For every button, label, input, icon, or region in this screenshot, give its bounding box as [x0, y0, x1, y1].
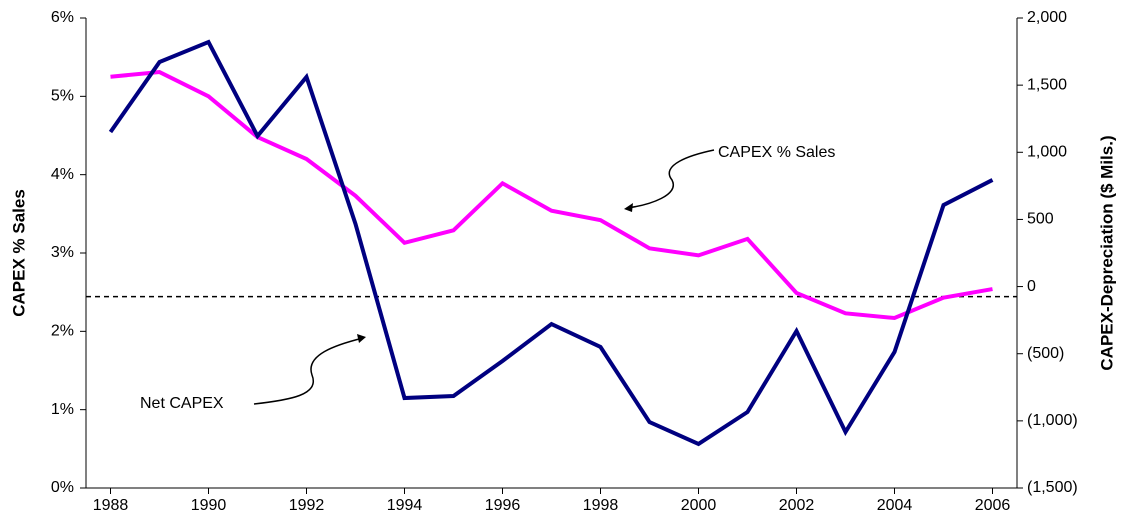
series-line — [108, 39, 994, 447]
annotation-arrow — [626, 149, 715, 209]
y-tick-label: 3% — [51, 244, 74, 261]
x-tick-label: 2002 — [779, 497, 815, 514]
x-tick-label: 1998 — [583, 497, 619, 514]
arrow-head — [624, 203, 633, 212]
y2-tick-label: 2,000 — [1027, 9, 1067, 26]
y2-tick-label: (1,500) — [1027, 479, 1078, 496]
y-tick-label: 5% — [51, 88, 74, 105]
y-tick-label: 2% — [51, 323, 74, 340]
y2-tick-label: (1,000) — [1027, 412, 1078, 429]
x-tick-label: 1992 — [289, 497, 325, 514]
x-tick-label: 1994 — [387, 497, 423, 514]
annotation: CAPEX % Sales — [718, 144, 835, 161]
annotation: Net CAPEX — [140, 395, 224, 412]
y2-tick-label: (500) — [1027, 345, 1064, 362]
y-tick-label: 1% — [51, 401, 74, 418]
y2-tick-label: 1,000 — [1027, 144, 1067, 161]
x-tick-label: 1990 — [191, 497, 227, 514]
y2-tick-label: 500 — [1027, 211, 1054, 228]
y-tick-label: 0% — [51, 479, 74, 496]
y-tick-label: 6% — [51, 9, 74, 26]
arrow-head — [357, 334, 366, 343]
y2-tick-label: 0 — [1027, 278, 1036, 295]
x-tick-label: 1988 — [93, 497, 129, 514]
y2-tick-label: 1,500 — [1027, 76, 1067, 93]
y-axis-title: CAPEX % Sales — [9, 189, 28, 317]
x-tick-label: 2004 — [877, 497, 913, 514]
x-tick-label: 2000 — [681, 497, 717, 514]
x-tick-label: 2006 — [975, 497, 1011, 514]
y-tick-label: 4% — [51, 166, 74, 183]
annotation-arrow — [253, 337, 364, 405]
x-tick-label: 1996 — [485, 497, 521, 514]
y2-axis-title: CAPEX-Depreciation ($ Mils.) — [1097, 135, 1116, 370]
